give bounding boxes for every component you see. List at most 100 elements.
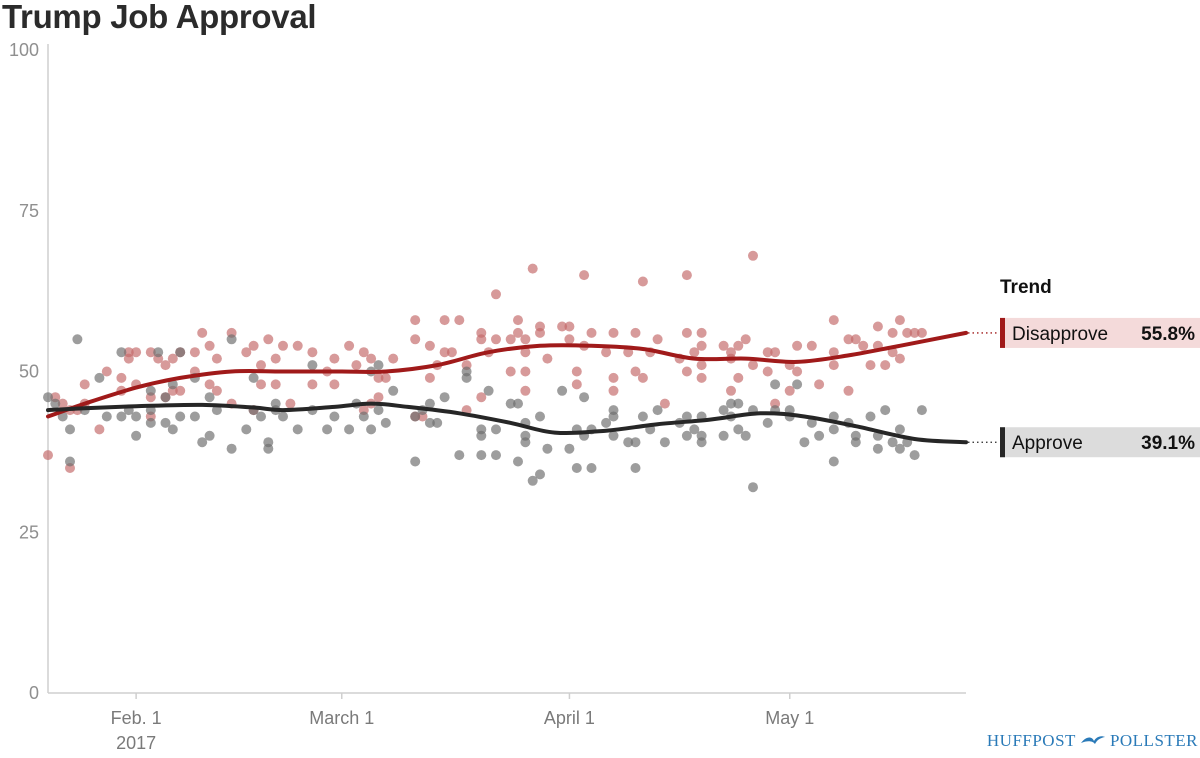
disapprove-point: [189, 347, 200, 358]
disapprove-point: [424, 340, 435, 351]
disapprove-point: [718, 340, 729, 351]
chart-title: Trump Job Approval: [2, 0, 317, 35]
disapprove-point: [329, 379, 340, 390]
disapprove-point: [564, 321, 575, 332]
approve-point: [491, 450, 501, 461]
disapprove-point: [762, 366, 773, 377]
approve-point: [872, 443, 883, 454]
approve-point: [491, 424, 501, 435]
approve-point: [726, 398, 736, 409]
disapprove-legend-label: Disapprove: [1012, 324, 1108, 345]
disapprove-point: [366, 353, 377, 364]
disapprove-point: [792, 340, 803, 351]
approve-point: [256, 411, 266, 422]
disapprove-point: [292, 340, 303, 351]
disapprove-point: [256, 360, 266, 371]
pollster-bird-icon: [1080, 731, 1106, 751]
disapprove-point: [637, 372, 648, 383]
approve-point: [116, 347, 127, 358]
disapprove-point: [784, 385, 795, 396]
approve-point: [814, 430, 825, 441]
disapprove-point: [652, 334, 663, 345]
approve-point: [718, 405, 729, 416]
disapprove-point: [571, 379, 582, 390]
approve-point: [189, 411, 200, 422]
approve-point: [630, 437, 641, 448]
approve-point: [226, 334, 237, 345]
approve-point: [153, 347, 164, 358]
disapprove-point: [270, 379, 281, 390]
approve-point: [748, 482, 758, 493]
disapprove-point: [116, 372, 127, 383]
disapprove-point: [894, 315, 905, 326]
disapprove-point: [659, 398, 670, 409]
y-tick-label: 0: [29, 683, 39, 703]
approve-legend-swatch: [1000, 427, 1005, 458]
disapprove-point: [175, 385, 186, 396]
approve-point: [101, 411, 112, 422]
disapprove-legend-background: [1000, 317, 1200, 348]
approve-point: [689, 424, 700, 435]
approve-point: [894, 424, 905, 435]
disapprove-point: [43, 450, 53, 461]
disapprove-point: [630, 366, 641, 377]
approve-point: [175, 347, 186, 358]
chart-axes: 0 25 50 75 100 Feb. 1 2017 March 1 April 1 May 1: [9, 40, 966, 753]
approve-point: [307, 360, 318, 371]
disapprove-point: [94, 424, 105, 435]
approve-point: [454, 450, 465, 461]
disapprove-point: [608, 372, 619, 383]
approve-point: [160, 417, 171, 428]
approve-point: [564, 443, 575, 454]
disapprove-point: [211, 385, 222, 396]
approve-point: [828, 411, 839, 422]
disapprove-point: [454, 315, 465, 326]
approve-point: [630, 463, 641, 473]
approve-point: [116, 411, 127, 422]
disapprove-point: [535, 321, 545, 332]
approve-point: [579, 392, 590, 403]
approve-point: [50, 398, 61, 409]
approve-point: [850, 437, 861, 448]
brand-huffpost: HUFFPOST: [986, 731, 1076, 750]
x-tick-label: March 1: [309, 708, 374, 728]
disapprove-point: [696, 372, 707, 383]
disapprove-point: [380, 372, 391, 383]
approve-point: [65, 424, 75, 435]
approve-point: [380, 417, 391, 428]
disapprove-point: [351, 360, 362, 371]
disapprove-point: [241, 347, 252, 358]
approve-point: [322, 424, 333, 435]
approve-point: [483, 385, 494, 396]
approve-point: [145, 417, 156, 428]
y-tick-label: 75: [19, 201, 39, 221]
approve-point: [681, 430, 692, 441]
approve-point: [909, 450, 920, 461]
disapprove-point: [278, 340, 288, 351]
disapprove-point: [520, 366, 531, 377]
disapprove-point: [439, 315, 450, 326]
approve-point: [762, 417, 773, 428]
disapprove-point: [608, 327, 619, 338]
disapprove-point: [865, 360, 876, 371]
approve-point: [94, 372, 105, 383]
disapprove-point: [358, 347, 369, 358]
disapprove-point: [270, 353, 281, 364]
legend-title: Trend: [1000, 277, 1052, 298]
disapprove-point: [439, 347, 450, 358]
x-tick-label: April 1: [544, 708, 595, 728]
disapprove-trend-line: [46, 330, 968, 419]
disapprove-point: [204, 379, 215, 390]
disapprove-point: [916, 327, 927, 338]
disapprove-point: [733, 340, 744, 351]
approve-point: [740, 430, 751, 441]
approve-point: [865, 411, 876, 422]
x-tick-label: May 1: [765, 708, 814, 728]
approve-point: [608, 430, 619, 441]
approve-point: [659, 437, 670, 448]
approve-point: [329, 411, 340, 422]
approve-point: [131, 411, 142, 422]
approve-point: [373, 360, 384, 371]
approve-point: [211, 405, 222, 416]
x-tick-label: Feb. 1: [111, 708, 162, 728]
